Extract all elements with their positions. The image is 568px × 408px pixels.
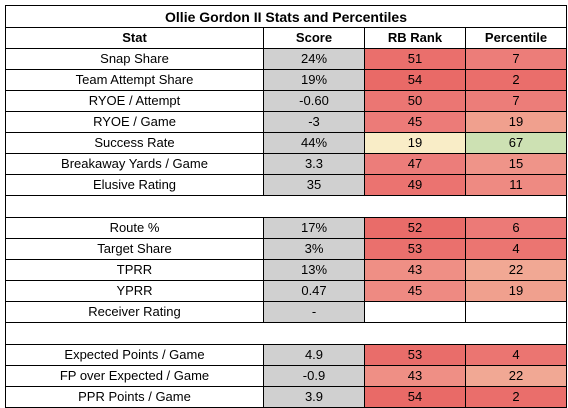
table-row: TPRR 13% 43 22 xyxy=(5,259,568,281)
score-cell: -3 xyxy=(263,111,365,133)
score-cell: 3.9 xyxy=(263,386,365,408)
rb-rank-cell: 53 xyxy=(364,344,466,366)
score-cell: 44% xyxy=(263,132,365,154)
table-row: RYOE / Game -3 45 19 xyxy=(5,111,568,133)
percentile-cell: 7 xyxy=(464,90,568,112)
table-row: RYOE / Attempt -0.60 50 7 xyxy=(5,90,568,112)
percentile-cell: 7 xyxy=(464,48,568,70)
rb-rank-cell: 54 xyxy=(364,386,466,408)
header-percentile: Percentile xyxy=(464,27,568,49)
rb-rank-cell: 54 xyxy=(364,69,466,91)
stats-table-body: Ollie Gordon II Stats and Percentiles St… xyxy=(4,5,568,408)
table-row: Snap Share 24% 51 7 xyxy=(5,48,568,70)
percentile-cell: 22 xyxy=(464,365,568,387)
group-spacer xyxy=(4,322,568,345)
score-cell: 19% xyxy=(263,69,365,91)
stat-cell: FP over Expected / Game xyxy=(5,365,264,387)
percentile-cell: 67 xyxy=(464,132,568,154)
score-cell: 3% xyxy=(263,238,365,260)
group-spacer xyxy=(4,195,568,218)
percentile-cell: 6 xyxy=(464,217,568,239)
rb-rank-cell: 53 xyxy=(364,238,466,260)
score-cell: -0.60 xyxy=(263,90,365,112)
group-spacer-row xyxy=(4,322,568,345)
rb-rank-cell: 45 xyxy=(364,111,466,133)
rb-rank-cell xyxy=(364,301,466,323)
header-rb-rank: RB Rank xyxy=(364,27,466,49)
score-cell: 24% xyxy=(263,48,365,70)
score-cell: 13% xyxy=(263,259,365,281)
table-row: Target Share 3% 53 4 xyxy=(5,238,568,260)
stat-cell: Snap Share xyxy=(5,48,264,70)
score-cell: 35 xyxy=(263,174,365,196)
rb-rank-cell: 51 xyxy=(364,48,466,70)
score-cell: 4.9 xyxy=(263,344,365,366)
table-row: Success Rate 44% 19 67 xyxy=(5,132,568,154)
stat-cell: Route % xyxy=(5,217,264,239)
stat-cell: YPRR xyxy=(5,280,264,302)
rb-rank-cell: 47 xyxy=(364,153,466,175)
percentile-cell: 15 xyxy=(464,153,568,175)
table-row: PPR Points / Game 3.9 54 2 xyxy=(5,386,568,408)
score-cell: 17% xyxy=(263,217,365,239)
rb-rank-cell: 49 xyxy=(364,174,466,196)
table-row: Breakaway Yards / Game 3.3 47 15 xyxy=(5,153,568,175)
table-row: FP over Expected / Game -0.9 43 22 xyxy=(5,365,568,387)
title-row: Ollie Gordon II Stats and Percentiles xyxy=(4,5,568,28)
score-cell: - xyxy=(263,301,365,323)
percentile-cell: 19 xyxy=(464,111,568,133)
table-row: YPRR 0.47 45 19 xyxy=(5,280,568,302)
percentile-cell: 2 xyxy=(464,386,568,408)
percentile-cell: 22 xyxy=(464,259,568,281)
table-title: Ollie Gordon II Stats and Percentiles xyxy=(4,5,568,28)
rb-rank-cell: 43 xyxy=(364,259,466,281)
group-spacer-row xyxy=(4,195,568,218)
stat-cell: Success Rate xyxy=(5,132,264,154)
stat-cell: Target Share xyxy=(5,238,264,260)
header-row: Stat Score RB Rank Percentile xyxy=(5,27,568,49)
score-cell: 3.3 xyxy=(263,153,365,175)
table-row: Route % 17% 52 6 xyxy=(5,217,568,239)
rb-rank-cell: 45 xyxy=(364,280,466,302)
stat-cell: RYOE / Game xyxy=(5,111,264,133)
stat-cell: Expected Points / Game xyxy=(5,344,264,366)
stat-cell: Team Attempt Share xyxy=(5,69,264,91)
stats-table: Ollie Gordon II Stats and Percentiles St… xyxy=(4,5,568,408)
percentile-cell: 2 xyxy=(464,69,568,91)
table-row: Elusive Rating 35 49 11 xyxy=(5,174,568,196)
percentile-cell: 4 xyxy=(464,238,568,260)
rb-rank-cell: 52 xyxy=(364,217,466,239)
stat-cell: Breakaway Yards / Game xyxy=(5,153,264,175)
percentile-cell: 19 xyxy=(464,280,568,302)
header-score: Score xyxy=(263,27,365,49)
percentile-cell xyxy=(464,301,568,323)
score-cell: 0.47 xyxy=(263,280,365,302)
stat-cell: RYOE / Attempt xyxy=(5,90,264,112)
stat-cell: TPRR xyxy=(5,259,264,281)
stat-cell: Receiver Rating xyxy=(5,301,264,323)
stat-cell: PPR Points / Game xyxy=(5,386,264,408)
score-cell: -0.9 xyxy=(263,365,365,387)
percentile-cell: 11 xyxy=(464,174,568,196)
table-row: Receiver Rating - xyxy=(5,301,568,323)
rb-rank-cell: 19 xyxy=(364,132,466,154)
table-row: Team Attempt Share 19% 54 2 xyxy=(5,69,568,91)
percentile-cell: 4 xyxy=(464,344,568,366)
rb-rank-cell: 50 xyxy=(364,90,466,112)
header-stat: Stat xyxy=(5,27,264,49)
table-row: Expected Points / Game 4.9 53 4 xyxy=(5,344,568,366)
stat-cell: Elusive Rating xyxy=(5,174,264,196)
rb-rank-cell: 43 xyxy=(364,365,466,387)
